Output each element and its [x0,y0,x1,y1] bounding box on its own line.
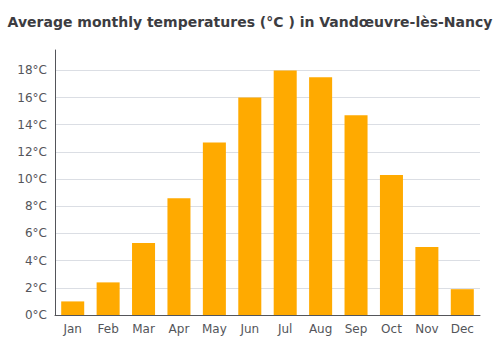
svg-text:Apr: Apr [169,322,190,336]
svg-text:2°C: 2°C [25,281,47,295]
svg-text:May: May [202,322,227,336]
svg-text:Aug: Aug [309,322,332,336]
svg-text:Sep: Sep [345,322,368,336]
svg-text:4°C: 4°C [25,254,47,268]
svg-text:Jul: Jul [277,322,292,336]
svg-text:Nov: Nov [415,322,438,336]
svg-text:18°C: 18°C [17,63,47,77]
svg-text:10°C: 10°C [17,172,47,186]
svg-text:Dec: Dec [451,322,474,336]
svg-text:16°C: 16°C [17,91,47,105]
svg-text:6°C: 6°C [25,226,47,240]
svg-text:14°C: 14°C [17,118,47,132]
svg-text:Average monthly temperatures (: Average monthly temperatures (°C ) in Va… [8,14,493,30]
svg-text:Jun: Jun [239,322,259,336]
svg-text:Jan: Jan [62,322,82,336]
svg-text:0°C: 0°C [25,308,47,322]
svg-text:Feb: Feb [98,322,119,336]
svg-text:Mar: Mar [132,322,155,336]
svg-text:12°C: 12°C [17,145,47,159]
svg-text:8°C: 8°C [25,199,47,213]
svg-text:Oct: Oct [381,322,402,336]
